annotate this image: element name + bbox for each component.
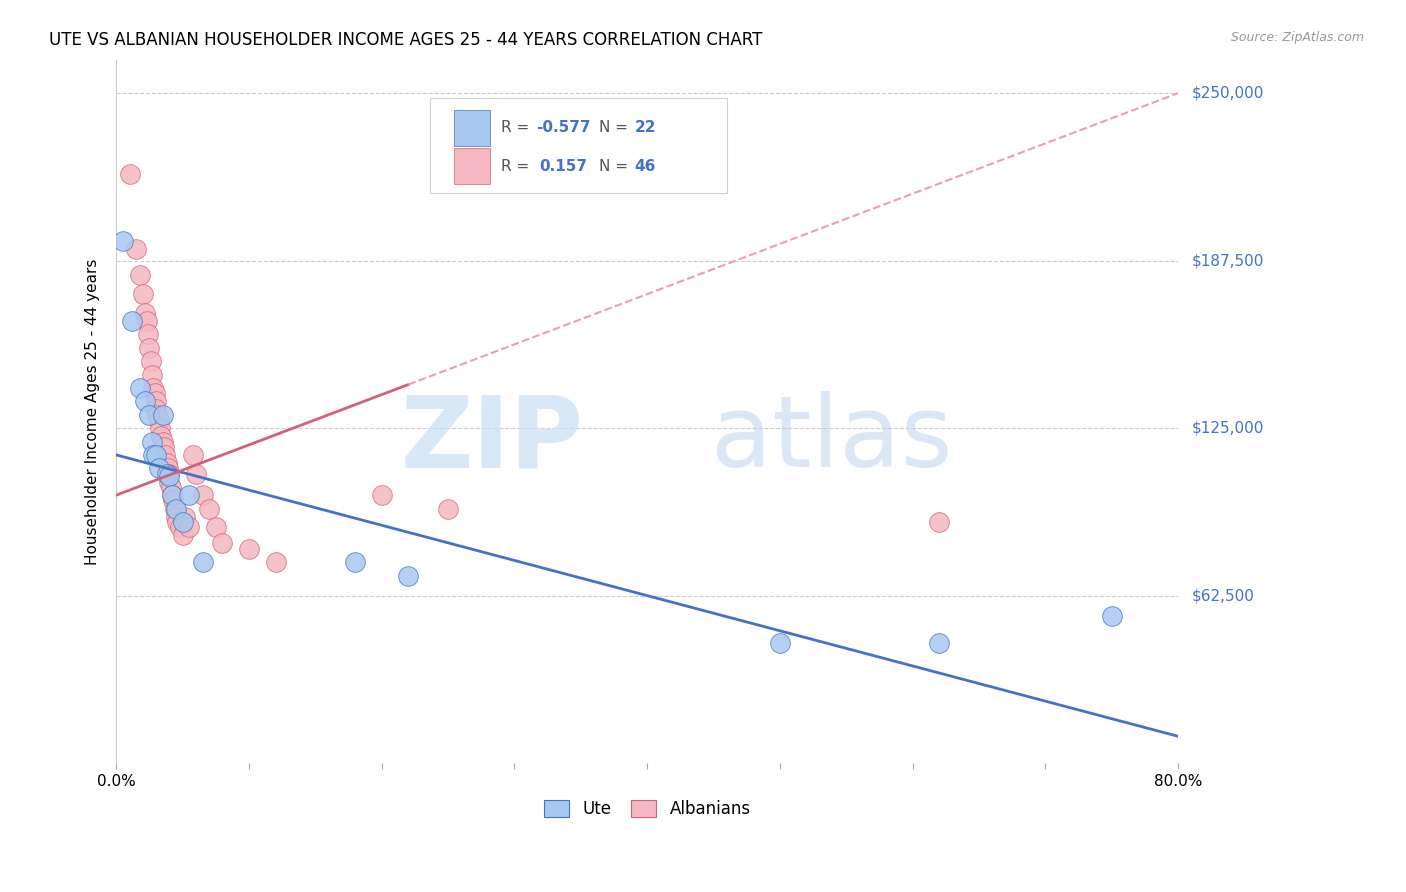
Point: [139, 354, 162, 368]
Point: [396, 568, 419, 582]
Point: [172, 515, 194, 529]
Point: [152, 408, 174, 422]
Text: $62,500: $62,500: [1192, 588, 1256, 603]
Point: [191, 555, 214, 569]
Legend: Ute, Albanians: Ute, Albanians: [537, 794, 758, 825]
Point: [166, 515, 188, 529]
Point: [157, 461, 180, 475]
Text: 46: 46: [634, 159, 655, 174]
Point: [165, 509, 187, 524]
Point: [928, 515, 950, 529]
Point: [159, 480, 181, 494]
Text: $250,000: $250,000: [1192, 86, 1264, 101]
Point: [148, 461, 170, 475]
Point: [157, 469, 180, 483]
Text: N =: N =: [599, 159, 633, 174]
Point: [142, 381, 165, 395]
Point: [132, 287, 155, 301]
Point: [264, 555, 287, 569]
Point: [145, 394, 167, 409]
Point: [138, 408, 160, 422]
Text: R =: R =: [501, 159, 534, 174]
FancyBboxPatch shape: [454, 148, 491, 185]
Point: [142, 448, 165, 462]
Point: [928, 635, 950, 649]
Point: [344, 555, 367, 569]
Point: [143, 386, 166, 401]
Text: ZIP: ZIP: [401, 391, 583, 488]
Point: [198, 501, 221, 516]
Point: [153, 440, 176, 454]
Point: [165, 501, 187, 516]
Text: 0.157: 0.157: [538, 159, 586, 174]
Point: [121, 314, 143, 328]
Point: [205, 520, 228, 534]
Text: -0.577: -0.577: [536, 120, 591, 136]
Point: [152, 434, 174, 449]
Point: [437, 501, 460, 516]
Point: [135, 314, 157, 328]
Point: [136, 327, 159, 342]
Point: [181, 448, 204, 462]
Point: [211, 536, 233, 550]
Text: 22: 22: [634, 120, 657, 136]
FancyBboxPatch shape: [454, 110, 491, 146]
Text: Source: ZipAtlas.com: Source: ZipAtlas.com: [1230, 31, 1364, 45]
FancyBboxPatch shape: [430, 98, 727, 194]
Point: [174, 509, 197, 524]
Point: [172, 528, 194, 542]
Point: [118, 167, 141, 181]
Point: [184, 467, 207, 481]
Point: [162, 493, 184, 508]
Point: [238, 541, 260, 556]
Point: [141, 434, 163, 449]
Point: [138, 341, 160, 355]
Point: [129, 268, 152, 283]
Point: [769, 635, 792, 649]
Point: [149, 421, 172, 435]
Point: [157, 467, 180, 481]
Point: [134, 394, 156, 409]
Point: [179, 520, 201, 534]
Point: [160, 488, 183, 502]
Point: [163, 501, 186, 516]
Point: [145, 448, 167, 462]
Point: [134, 306, 156, 320]
Point: [141, 368, 163, 382]
Point: [155, 448, 177, 462]
Point: [169, 520, 191, 534]
Text: atlas: atlas: [711, 391, 953, 488]
Point: [1101, 608, 1123, 623]
Point: [148, 413, 170, 427]
Text: $187,500: $187,500: [1192, 253, 1264, 268]
Y-axis label: Householder Income Ages 25 - 44 years: Householder Income Ages 25 - 44 years: [86, 258, 100, 565]
Point: [111, 234, 134, 248]
Point: [160, 488, 183, 502]
Point: [150, 429, 173, 443]
Point: [156, 456, 179, 470]
Text: N =: N =: [599, 120, 633, 136]
Point: [146, 408, 169, 422]
Text: R =: R =: [501, 120, 534, 136]
Point: [371, 488, 394, 502]
Point: [129, 381, 152, 395]
Text: $125,000: $125,000: [1192, 421, 1264, 435]
Point: [157, 475, 180, 489]
Point: [125, 242, 148, 256]
Point: [156, 467, 179, 481]
Point: [179, 488, 201, 502]
Point: [145, 402, 167, 417]
Point: [191, 488, 214, 502]
Text: UTE VS ALBANIAN HOUSEHOLDER INCOME AGES 25 - 44 YEARS CORRELATION CHART: UTE VS ALBANIAN HOUSEHOLDER INCOME AGES …: [49, 31, 762, 49]
